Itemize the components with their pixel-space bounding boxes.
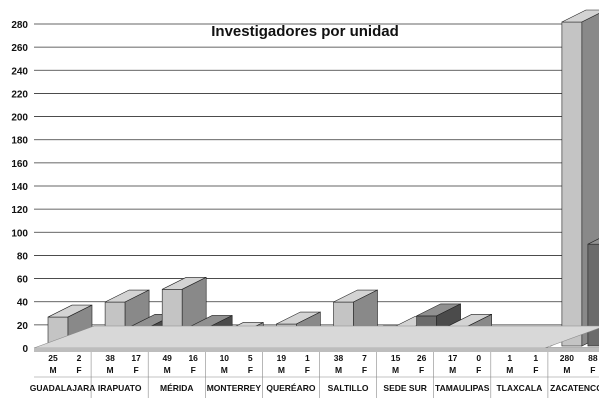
count-label-tlaxcala-m: 1	[507, 353, 512, 363]
sex-label-saltillo-m: M	[335, 365, 342, 375]
y-tick-label-100: 100	[11, 228, 28, 239]
category-label-monterrey: MONTERREY	[207, 383, 262, 393]
sex-label-zacatenco-f: F	[590, 365, 595, 375]
category-label-queréaro: QUERÉARO	[266, 383, 316, 393]
sex-label-sede sur-m: M	[392, 365, 399, 375]
count-label-saltillo-f: 7	[362, 353, 367, 363]
y-tick-label-0: 0	[22, 344, 28, 355]
count-label-monterrey-m: 10	[220, 353, 230, 363]
count-label-zacatenco-m: 280	[560, 353, 574, 363]
y-tick-label-20: 20	[17, 321, 29, 332]
category-label-guadalajara: GUADALAJARA	[30, 383, 96, 393]
y-tick-label-40: 40	[17, 298, 29, 309]
sex-label-mérida-m: M	[164, 365, 171, 375]
count-label-tamaulipas-m: 17	[448, 353, 458, 363]
sex-label-tamaulipas-f: F	[476, 365, 481, 375]
count-label-mérida-m: 49	[162, 353, 172, 363]
count-label-irapuato-f: 17	[131, 353, 141, 363]
sex-label-tlaxcala-f: F	[533, 365, 538, 375]
count-label-mérida-f: 16	[188, 353, 198, 363]
y-axis-ticks: 0 20 40 60 80 100 120 140 160 180 200 220 240 260 280	[11, 20, 28, 355]
chart-walls	[94, 24, 599, 326]
count-label-guadalajara-m: 25	[48, 353, 58, 363]
bar-top	[561, 9, 599, 23]
sex-label-queréaro-f: F	[305, 365, 310, 375]
count-label-sede sur-f: 26	[417, 353, 427, 363]
sex-label-saltillo-f: F	[362, 365, 367, 375]
category-label-tlaxcala: TLAXCALA	[496, 383, 542, 393]
count-label-tlaxcala-f: 1	[533, 353, 538, 363]
back-wall	[94, 24, 599, 326]
sex-label-mérida-f: F	[191, 365, 196, 375]
sex-label-monterrey-f: F	[248, 365, 253, 375]
y-tick-label-140: 140	[11, 182, 28, 193]
category-label-tamaulipas: TAMAULIPAS	[435, 383, 490, 393]
y-tick-label-120: 120	[11, 205, 28, 216]
floor-top	[33, 325, 599, 349]
x-axis-labels: 25M2FGUADALAJARA38M17FIRAPUATO49M16FMÉRI…	[30, 352, 599, 398]
category-label-mérida: MÉRIDA	[160, 383, 194, 393]
count-label-zacatenco-f: 88	[588, 353, 598, 363]
category-label-irapuato: IRAPUATO	[98, 383, 142, 393]
y-tick-label-220: 220	[11, 89, 28, 100]
sex-label-guadalajara-f: F	[76, 365, 81, 375]
chart-title: Investigadores por unidad	[211, 23, 399, 40]
count-label-queréaro-f: 1	[305, 353, 310, 363]
count-label-guadalajara-f: 2	[77, 353, 82, 363]
sex-label-sede sur-f: F	[419, 365, 424, 375]
count-label-monterrey-f: 5	[248, 353, 253, 363]
y-tick-label-160: 160	[11, 159, 28, 170]
category-label-saltillo: SALTILLO	[328, 383, 369, 393]
count-label-saltillo-m: 38	[334, 353, 344, 363]
bar-top	[587, 238, 599, 245]
y-tick-label-80: 80	[17, 251, 29, 262]
count-label-queréaro-m: 19	[277, 353, 287, 363]
sex-label-tamaulipas-m: M	[449, 365, 456, 375]
category-label-zacatenco: ZACATENCO	[550, 383, 599, 393]
count-label-tamaulipas-f: 0	[476, 353, 481, 363]
y-tick-label-280: 280	[11, 20, 28, 31]
bar-front	[561, 21, 583, 347]
count-label-irapuato-m: 38	[105, 353, 115, 363]
y-tick-label-260: 260	[11, 43, 28, 54]
count-label-sede sur-m: 15	[391, 353, 401, 363]
y-tick-label-200: 200	[11, 113, 28, 124]
y-tick-label-60: 60	[17, 275, 29, 286]
sex-label-monterrey-m: M	[221, 365, 228, 375]
category-label-sede sur: SEDE SUR	[383, 383, 426, 393]
sex-label-guadalajara-m: M	[49, 365, 56, 375]
sex-label-irapuato-f: F	[133, 365, 138, 375]
sex-label-zacatenco-m: M	[563, 365, 570, 375]
sex-label-tlaxcala-m: M	[506, 365, 513, 375]
chart-floor	[33, 325, 599, 352]
bar-zacatenco-f	[587, 238, 599, 347]
floor-edge	[34, 348, 599, 352]
sex-label-queréaro-m: M	[278, 365, 285, 375]
sex-label-irapuato-m: M	[107, 365, 114, 375]
y-tick-label-180: 180	[11, 136, 28, 147]
y-tick-label-240: 240	[11, 66, 28, 77]
